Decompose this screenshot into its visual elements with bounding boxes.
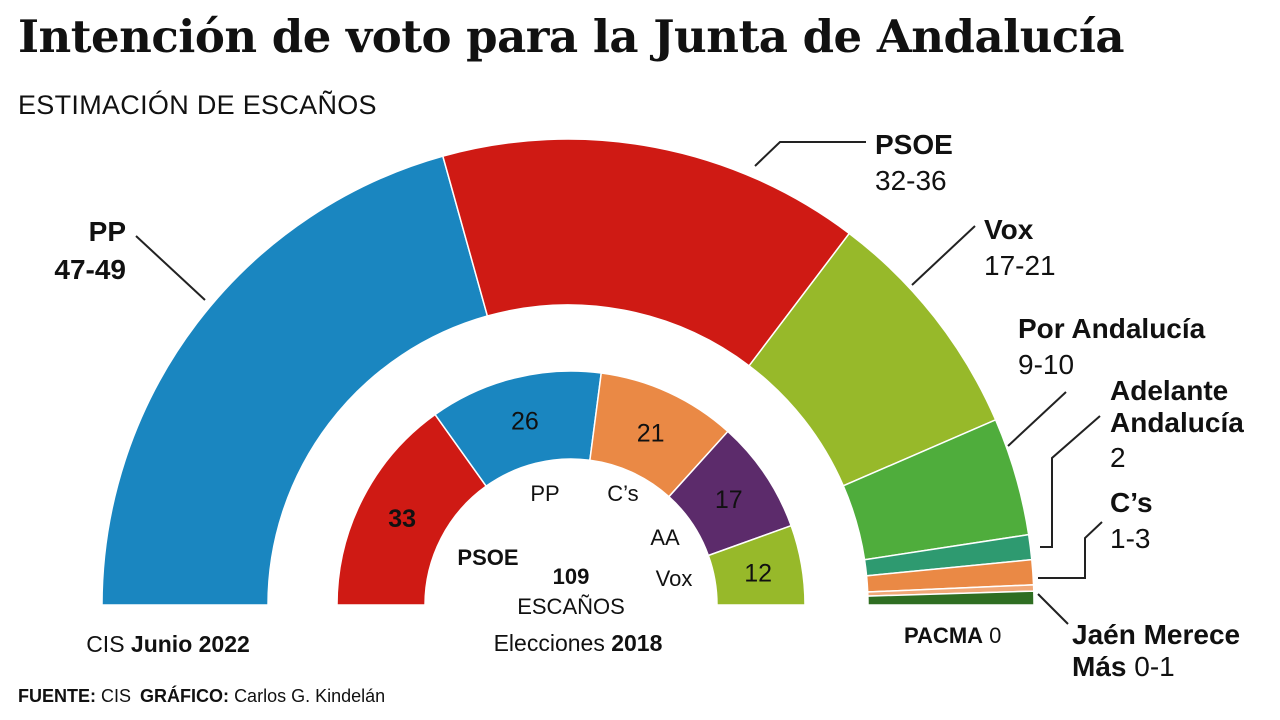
page-subtitle: ESTIMACIÓN DE ESCAÑOS [18,90,377,120]
label-cs-name: C’s [1110,487,1153,518]
footer-graphic-value: Carlos G. Kindelán [234,686,386,706]
label-adelante-range: 2 [1110,442,1126,473]
label-por-andalucia-range: 9-10 [1018,349,1074,380]
outer-semicircle-2022 [101,138,1035,606]
inner-total-label: ESCAÑOS [517,594,625,619]
inner-label-cs: C’s [607,481,638,506]
label-psoe-name: PSOE [875,129,953,160]
outer-caption-prefix: CIS [86,631,124,657]
footer-graphic-label: GRÁFICO: [140,686,230,706]
label-psoe-range: 32-36 [875,165,947,196]
label-jaen-line2: Más 0-1 [1072,651,1175,682]
inner-arc-vox [707,524,806,606]
leader-line-jaen [1037,593,1069,625]
label-cs-range: 1-3 [1110,523,1150,554]
outer-arc-pp [101,155,489,606]
label-pacma-range: 0 [989,623,1001,648]
label-pp-name: PP [89,216,126,247]
label-vox-name: Vox [984,214,1034,245]
inner-label-pp: PP [530,481,559,506]
inner-value-vox: 12 [744,559,772,587]
inner-label-vox: Vox [656,566,693,591]
inner-caption-prefix: Elecciones [494,630,605,656]
leader-line-vox [911,225,976,286]
inner-caption-bold: 2018 [611,630,662,656]
inner-value-aa: 17 [715,486,743,514]
leader-lines [135,141,1103,625]
inner-label-aa: AA [650,525,680,550]
outer-caption-bold: Junio 2022 [131,631,250,657]
label-jaen-name-line2: Más [1072,651,1126,682]
footer-source-label: FUENTE: [18,686,96,706]
label-vox-range: 17-21 [984,250,1056,281]
inner-label-psoe: PSOE [457,545,518,570]
label-por-andalucia-name: Por Andalucía [1018,313,1206,344]
leader-line-psoe [754,141,866,167]
label-pacma-name: PACMA [904,623,983,648]
inner-value-pp: 26 [511,408,539,436]
footer-source-value: CIS [101,686,132,706]
leader-line-cs [1038,521,1103,579]
footer-credits: FUENTE: CIS GRÁFICO: Carlos G. Kindelán [18,686,385,707]
inner-value-c-s: 21 [637,420,665,448]
outer-arc-pacma [867,590,1035,606]
label-adelante-name-line1: Adelante [1110,375,1228,406]
label-jaen-range: 0-1 [1134,651,1174,682]
outer-caption: CIS Junio 2022 [86,631,250,657]
inner-value-psoe: 33 [388,505,416,533]
leader-line-adelante [1040,415,1101,548]
inner-semicircle-2018 [336,370,806,606]
leader-line-pp [135,235,206,301]
leader-line-por-andalucia [1007,391,1067,447]
label-pacma: PACMA 0 [904,623,1001,648]
inner-total: 109 [553,564,590,589]
label-adelante-name-line2: Andalucía [1110,407,1244,438]
label-pp-range: 47-49 [54,254,126,285]
label-jaen-name-line1: Jaén Merece [1072,619,1240,650]
inner-value-labels: 33 26 21 17 12 [388,408,772,588]
page-title: Intención de voto para la Junta de Andal… [18,10,1125,63]
inner-caption: Elecciones 2018 [494,630,663,656]
